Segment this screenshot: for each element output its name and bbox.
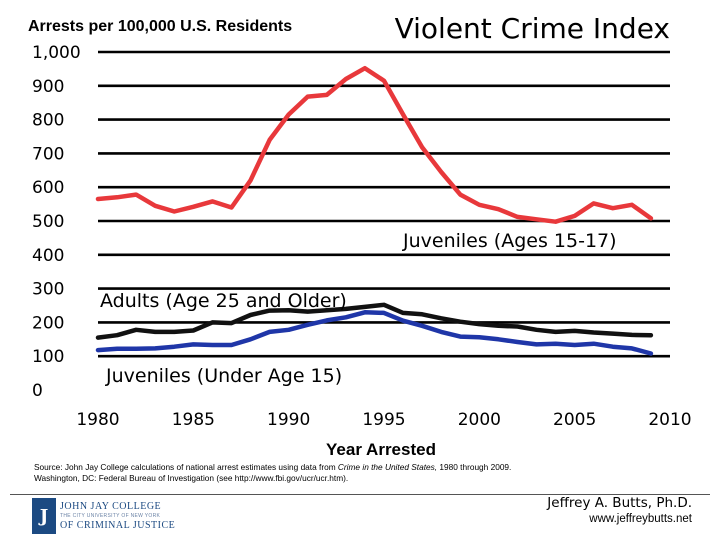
y-tick-label-8: 800: [32, 111, 64, 131]
series-label-juveniles-under-age-15: Juveniles (Under Age 15): [105, 365, 342, 387]
violent-crime-chart: Arrests per 100,000 U.S. Residents Viole…: [28, 12, 692, 459]
y-tick-label-6: 600: [32, 178, 64, 198]
y-tick-label-4: 400: [32, 246, 64, 266]
y-tick-label-9: 900: [32, 77, 64, 97]
y-tick-label-7: 700: [32, 144, 64, 164]
y-tick-label-10: 1,000: [32, 43, 81, 63]
source-line2: Washington, DC: Federal Bureau of Invest…: [34, 473, 349, 483]
chart-title: Violent Crime Index: [395, 12, 670, 45]
author-name: Jeffrey A. Butts, Ph.D.: [547, 495, 692, 511]
plot-area: 0 100 200 300 400 500 600 700 800 900 1,000 1980 198…: [32, 43, 692, 430]
y-tick-label-5: 500: [32, 212, 64, 232]
footer-divider: [10, 494, 710, 495]
source-note: Source: John Jay College calculations of…: [34, 462, 594, 484]
series-line-juveniles-under-age-15: [95, 310, 654, 356]
x-tick-label-0: 1980: [76, 410, 119, 430]
x-tick-label-2: 1990: [267, 410, 310, 430]
y-tick-label-0: 0: [32, 381, 43, 401]
logo-line3: OF CRIMINAL JUSTICE: [60, 519, 176, 531]
source-prefix: Source: John Jay College calculations of…: [34, 462, 338, 472]
source-suffix: 1980 through 2009.: [437, 462, 512, 472]
logo-seal: J: [32, 498, 56, 534]
x-tick-label-5: 2005: [553, 410, 596, 430]
x-tick-label-1: 1985: [172, 410, 215, 430]
x-tick-label-4: 2000: [458, 410, 501, 430]
logo-line1: JOHN JAY COLLEGE: [60, 500, 162, 512]
x-axis-label: Year Arrested: [326, 440, 436, 459]
series-line-adults-age-25-and-older: [95, 302, 654, 340]
logo-text: JOHN JAY COLLEGE THE CITY UNIVERSITY OF …: [60, 501, 175, 532]
series-label-adults-age-25-and-older: Adults (Age 25 and Older): [100, 290, 347, 312]
logo-line2: THE CITY UNIVERSITY OF NEW YORK: [60, 512, 161, 519]
source-publication: Crime in the United States,: [337, 462, 438, 472]
john-jay-logo: J JOHN JAY COLLEGE THE CITY UNIVERSITY O…: [32, 497, 177, 535]
author-website: www.jeffreybutts.net: [589, 513, 692, 525]
x-tick-label-3: 1995: [362, 410, 405, 430]
series-line-juveniles-ages-15-17: [95, 65, 654, 224]
y-tick-label-1: 100: [32, 347, 64, 367]
y-tick-label-3: 300: [32, 280, 64, 300]
y-axis-label: Arrests per 100,000 U.S. Residents: [28, 18, 292, 35]
series-label-juveniles-ages-15-17: Juveniles (Ages 15-17): [402, 230, 617, 252]
x-tick-label-6: 2010: [648, 410, 691, 430]
y-tick-label-2: 200: [32, 313, 64, 333]
